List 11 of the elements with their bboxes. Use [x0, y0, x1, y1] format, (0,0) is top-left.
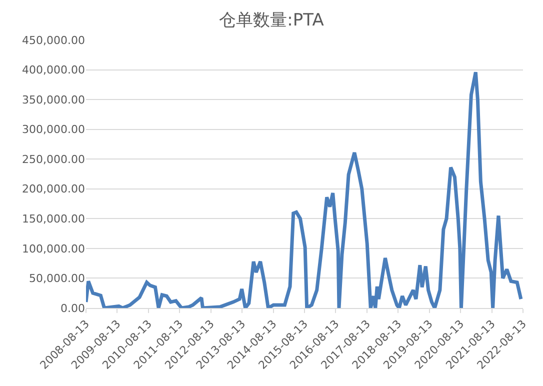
y-tick-label: 350,000.00 — [22, 93, 85, 106]
y-tick-label: 450,000.00 — [22, 34, 85, 47]
y-tick-label: 200,000.00 — [22, 182, 85, 196]
chart-title: 仓单数量:PTA — [219, 10, 324, 30]
y-tick-label: 0.00 — [60, 302, 85, 315]
y-tick-label: 250,000.00 — [22, 152, 85, 166]
y-tick-label: 400,000.00 — [22, 64, 85, 77]
y-tick-label: 100,000.00 — [22, 242, 85, 256]
y-tick-label: 300,000.00 — [22, 123, 85, 136]
y-tick-label: 150,000.00 — [22, 212, 85, 226]
y-tick-label: 50,000.00 — [29, 272, 85, 286]
